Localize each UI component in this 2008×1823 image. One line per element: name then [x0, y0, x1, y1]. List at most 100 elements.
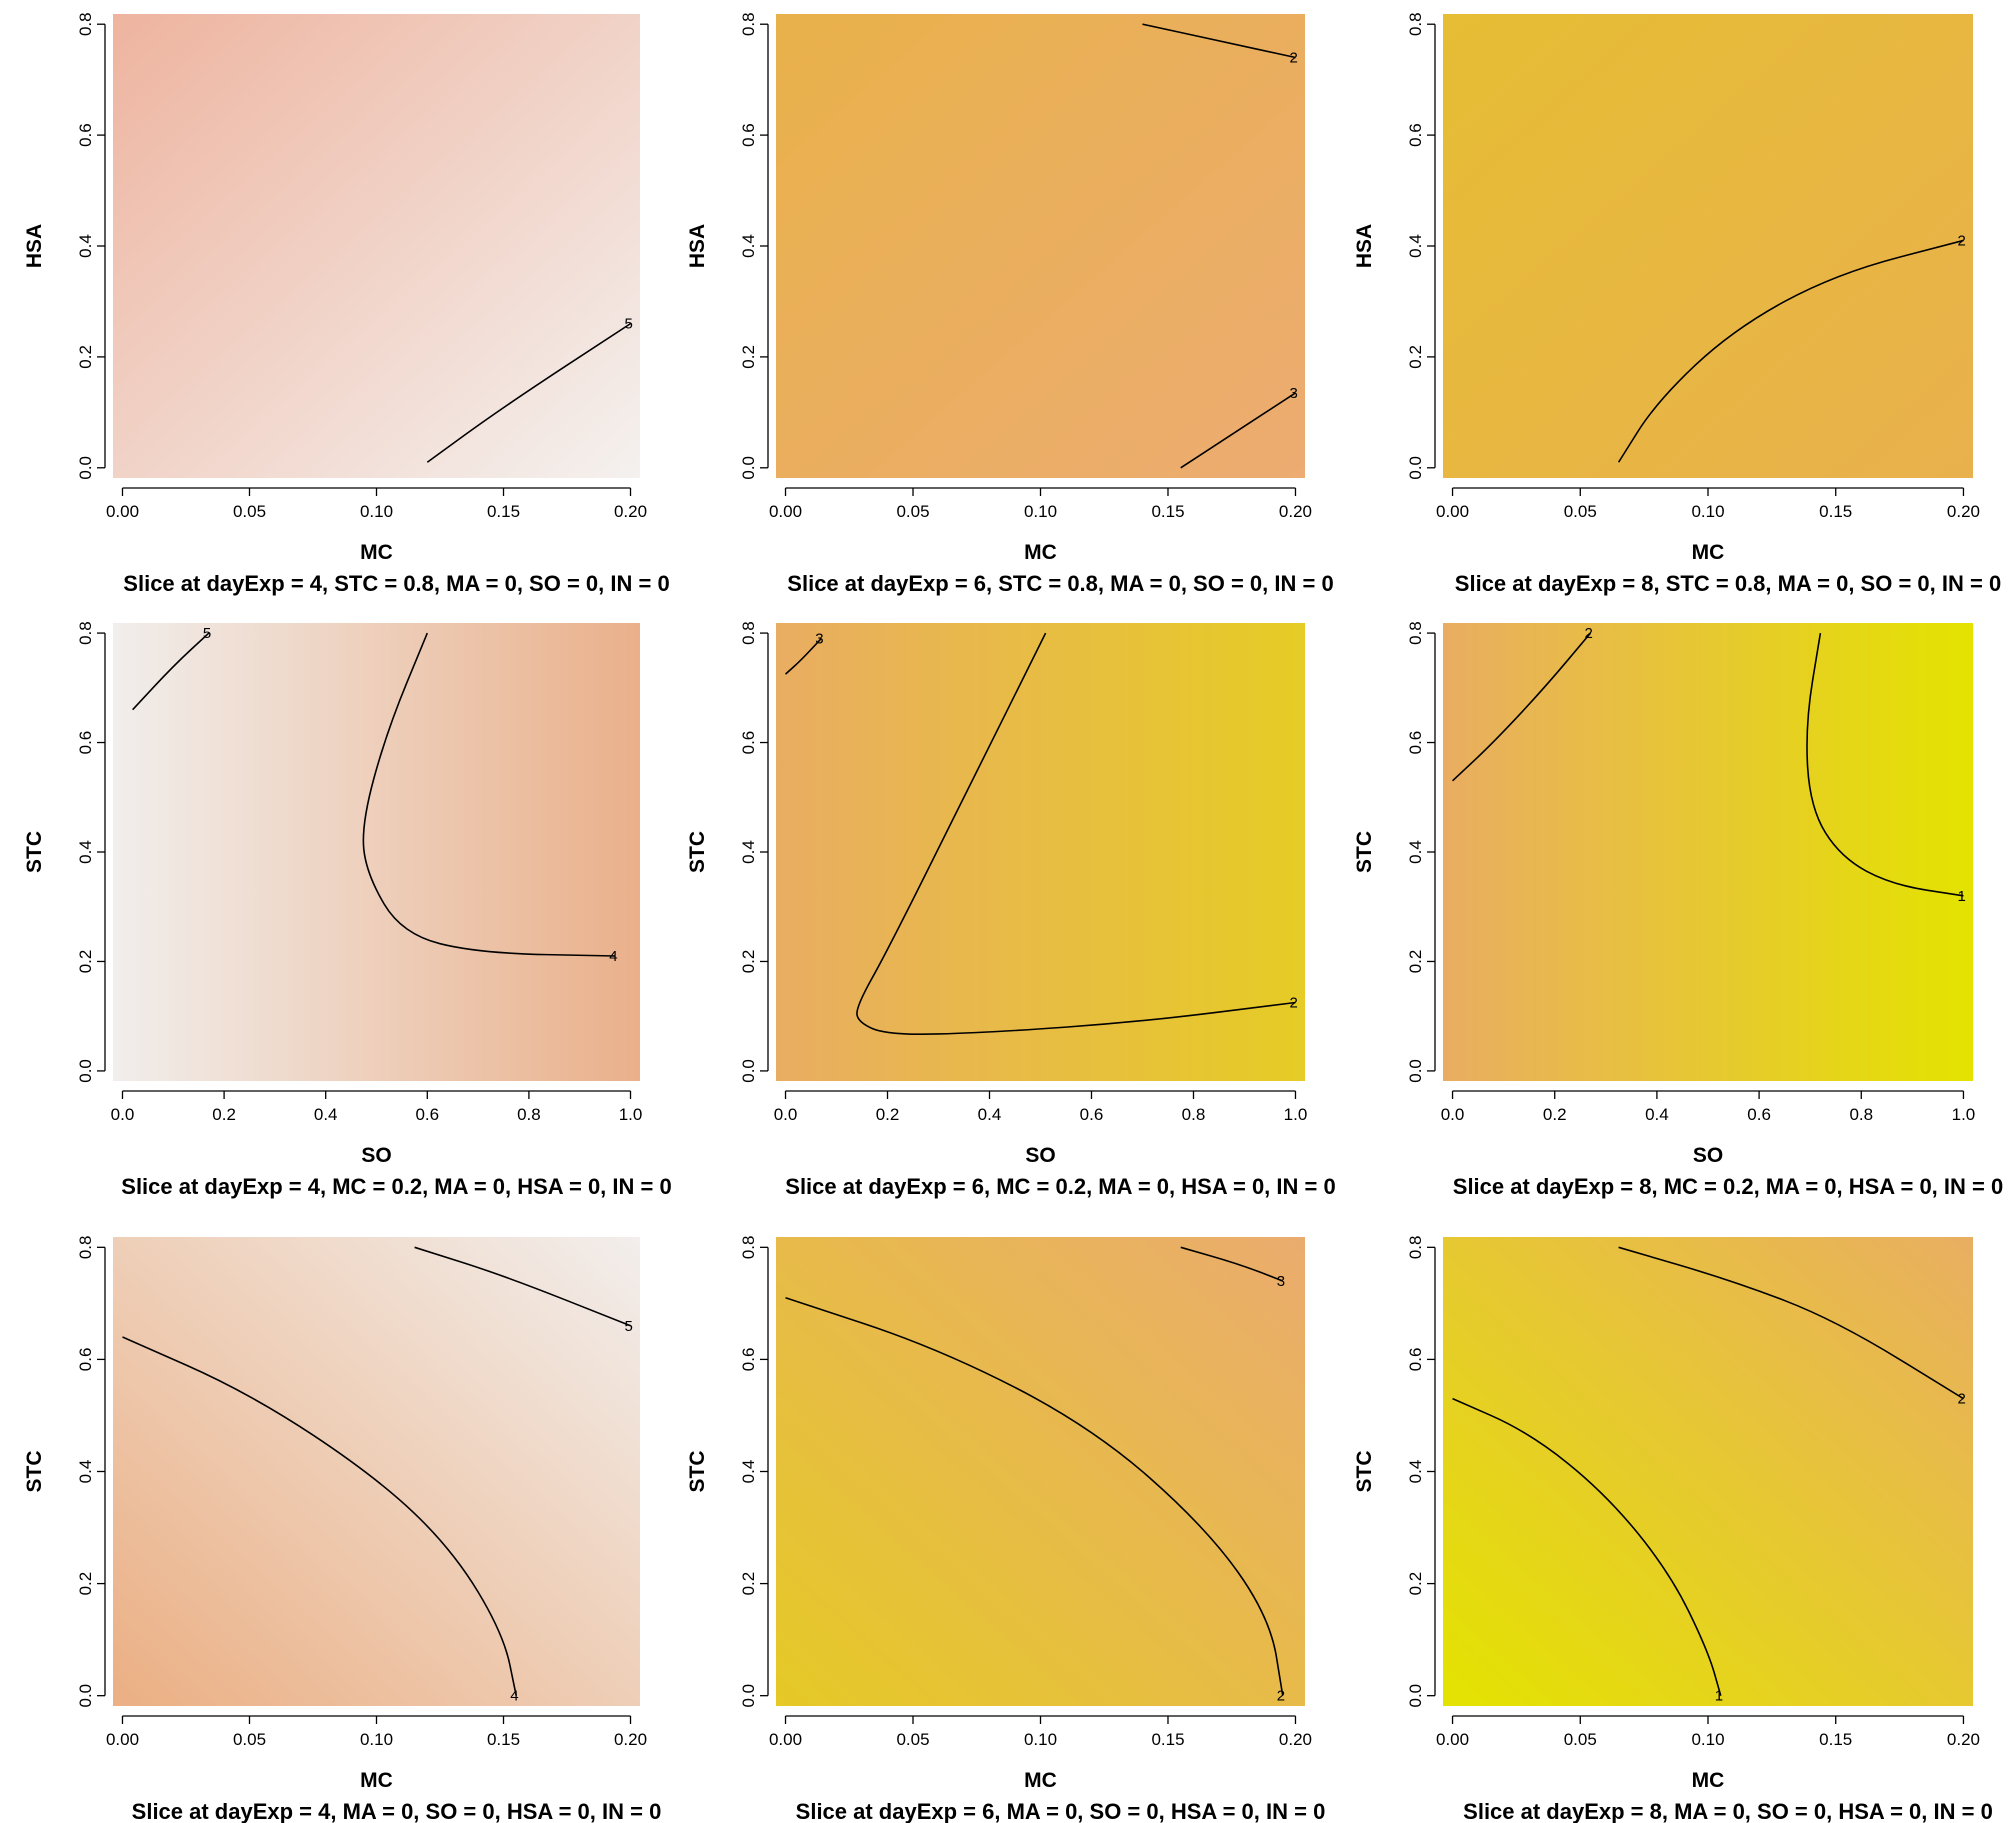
x-axis-label: MC: [1024, 541, 1057, 564]
heatmap-surface: [1443, 1237, 1973, 1706]
heatmap-surface: [776, 14, 1305, 478]
contour-label: 2: [1289, 49, 1297, 66]
y-tick-label: 0.0: [1406, 456, 1425, 480]
contour-label: 3: [815, 631, 823, 648]
x-tick-label: 0.10: [1691, 1730, 1724, 1749]
contour-line: [784, 638, 822, 675]
y-tick-label: 0.2: [1406, 1572, 1425, 1596]
x-tick-label: 0.05: [1564, 502, 1597, 521]
panel-caption: Slice at dayExp = 4, MC = 0.2, MA = 0, H…: [121, 1174, 671, 1199]
panel-caption: Slice at dayExp = 6, STC = 0.8, MA = 0, …: [787, 571, 1333, 596]
y-tick-label: 0.2: [76, 1572, 95, 1596]
contour-label: 3: [1289, 385, 1297, 402]
y-tick-label: 0.8: [76, 621, 95, 645]
y-axis-label: STC: [23, 831, 46, 873]
y-tick-label: 0.6: [1406, 1348, 1425, 1372]
contour-label: 1: [1957, 888, 1965, 905]
contour-label: 5: [203, 625, 211, 642]
panel-caption: Slice at dayExp = 4, STC = 0.8, MA = 0, …: [123, 571, 669, 596]
y-tick-label: 0.2: [739, 345, 758, 369]
x-tick-label: 0.10: [1691, 502, 1724, 521]
x-axis-label: MC: [360, 1769, 393, 1792]
contour-line: [414, 1246, 631, 1327]
contour-line: [1452, 1397, 1722, 1696]
y-tick-label: 0.6: [1406, 731, 1425, 755]
x-axis-label: SO: [1025, 1144, 1055, 1167]
x-tick-label: 0.00: [106, 502, 139, 521]
contour-line: [122, 1336, 517, 1696]
y-tick-label: 0.4: [739, 1460, 758, 1484]
x-tick-label: 0.00: [1436, 502, 1469, 521]
x-tick-label: 1.0: [619, 1105, 643, 1124]
y-tick-label: 0.2: [739, 1572, 758, 1596]
panel-caption: Slice at dayExp = 8, MC = 0.2, MA = 0, H…: [1453, 1174, 2003, 1199]
x-tick-label: 0.20: [1947, 502, 1980, 521]
x-tick-label: 0.0: [111, 1105, 135, 1124]
x-tick-label: 0.20: [1947, 1730, 1980, 1749]
x-tick-label: 0.00: [1436, 1730, 1469, 1749]
x-axis-label: MC: [1692, 541, 1725, 564]
contour-label: 4: [510, 1688, 518, 1705]
panel-5: 3 2 0.0 0.2 0.4 0.6 0.8 0.0 0.2 0.4 0.6 0.8 1.0 SO STC…: [686, 621, 1336, 1199]
contour-line: [1142, 23, 1296, 59]
y-tick-label: 0.4: [1406, 1460, 1425, 1484]
x-tick-label: 0.20: [1279, 502, 1312, 521]
x-tick-label: 0.6: [1747, 1105, 1771, 1124]
panel-caption: Slice at dayExp = 6, MC = 0.2, MA = 0, H…: [785, 1174, 1335, 1199]
panel-3: 2 0.0 0.2 0.4 0.6 0.8 0.00 0.05 0.10 0.15 0.20 MC HS…: [1353, 12, 2001, 596]
contour-label: 5: [625, 316, 633, 333]
x-tick-label: 0.10: [360, 1730, 393, 1749]
y-axis-label: STC: [1353, 1451, 1376, 1493]
y-tick-label: 0.4: [76, 234, 95, 258]
y-tick-label: 0.8: [739, 1235, 758, 1259]
y-tick-label: 0.4: [1406, 234, 1425, 258]
y-tick-label: 0.0: [739, 1684, 758, 1708]
y-tick-label: 0.2: [739, 950, 758, 974]
contour-line: [1451, 632, 1592, 782]
y-tick-label: 0.6: [1406, 123, 1425, 147]
contour-line: [426, 322, 631, 463]
y-tick-label: 0.2: [1406, 345, 1425, 369]
y-tick-label: 0.8: [1406, 1235, 1425, 1259]
y-tick-label: 0.8: [739, 621, 758, 645]
heatmap-surface: [776, 1237, 1305, 1706]
y-axis-label: HSA: [1353, 224, 1376, 268]
x-tick-label: 0.15: [1819, 502, 1852, 521]
x-tick-label: 0.20: [614, 502, 647, 521]
y-tick-label: 0.6: [76, 123, 95, 147]
x-tick-label: 0.05: [233, 502, 266, 521]
x-axis-label: SO: [361, 1144, 391, 1167]
x-tick-label: 0.05: [1564, 1730, 1597, 1749]
contour-line: [1180, 392, 1296, 469]
y-axis-label: STC: [1353, 831, 1376, 873]
contour-label: 2: [1277, 1688, 1285, 1705]
contour-label: 2: [1584, 625, 1592, 642]
x-tick-label: 0.2: [876, 1105, 900, 1124]
x-tick-label: 0.05: [233, 1730, 266, 1749]
y-tick-label: 0.8: [1406, 12, 1425, 36]
heatmap-surface: [113, 14, 640, 478]
x-tick-label: 0.20: [614, 1730, 647, 1749]
y-axis-label: STC: [686, 831, 709, 873]
x-tick-label: 0.2: [1543, 1105, 1567, 1124]
y-tick-label: 0.2: [76, 950, 95, 974]
x-tick-label: 1.0: [1284, 1105, 1308, 1124]
x-axis-label: MC: [1024, 1769, 1057, 1792]
x-tick-label: 0.6: [1080, 1105, 1104, 1124]
y-tick-label: 0.8: [739, 12, 758, 36]
y-tick-label: 0.0: [739, 1059, 758, 1083]
y-tick-label: 0.0: [76, 1059, 95, 1083]
contour-line: [362, 632, 616, 957]
x-tick-label: 0.15: [1151, 502, 1184, 521]
x-tick-label: 0.4: [314, 1105, 338, 1124]
x-tick-label: 0.05: [896, 1730, 929, 1749]
contour-label: 2: [1289, 995, 1297, 1012]
x-tick-label: 0.10: [360, 502, 393, 521]
panel-caption: Slice at dayExp = 8, STC = 0.8, MA = 0, …: [1455, 571, 2001, 596]
panel-caption: Slice at dayExp = 6, MA = 0, SO = 0, HSA…: [796, 1799, 1326, 1823]
y-tick-label: 0.4: [739, 840, 758, 864]
panel-2: 2 3 0.0 0.2 0.4 0.6 0.8 0.00 0.05 0.10 0.15 0.20 MC H…: [686, 12, 1334, 596]
x-tick-label: 0.6: [415, 1105, 439, 1124]
contour-line: [785, 1297, 1284, 1696]
